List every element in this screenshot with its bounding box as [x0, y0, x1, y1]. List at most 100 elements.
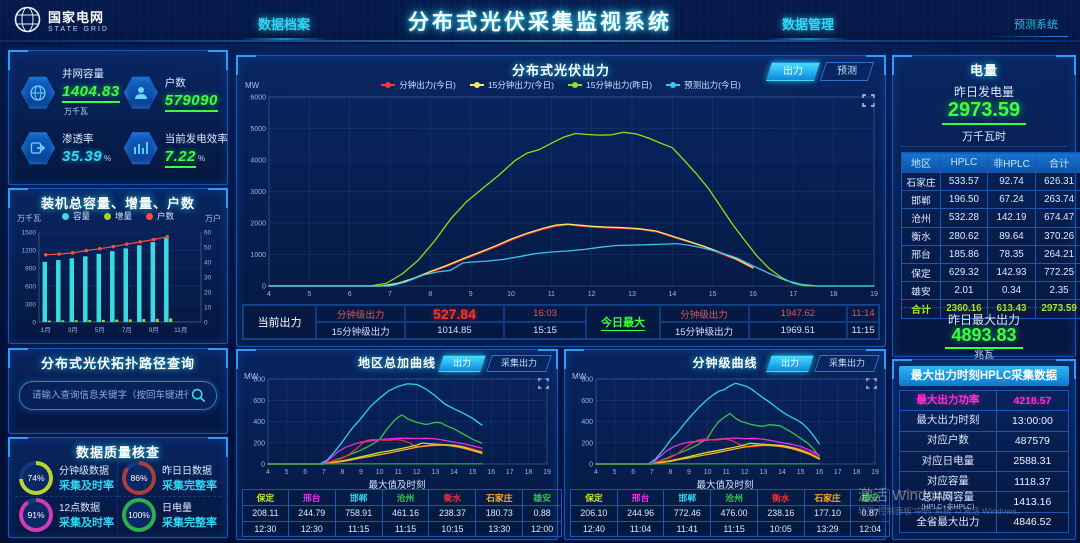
table-cell: 92.74 — [986, 171, 1037, 192]
legend-item[interactable]: 预测出力(今日) — [666, 79, 741, 91]
stat-value: 579090 — [164, 92, 218, 113]
forecast-system-link[interactable]: 预测系统 — [984, 16, 1068, 37]
svg-text:0: 0 — [204, 320, 208, 327]
svg-text:7月: 7月 — [122, 326, 132, 334]
divider — [901, 307, 1067, 308]
collect-output-tab-button[interactable]: 采集出力 — [814, 355, 880, 372]
svg-text:16: 16 — [749, 291, 757, 298]
svg-text:12: 12 — [413, 469, 421, 476]
svg-text:10: 10 — [204, 305, 212, 312]
svg-text:13: 13 — [760, 469, 768, 476]
table-header-row: 保定 邢台 邯郸 沧州 衡水 石家庄 雄安 — [570, 489, 890, 506]
fullscreen-icon[interactable] — [866, 378, 877, 389]
installed-capacity-panel: 装机总容量、增量、户数 容量 增量 户数 万千瓦 万户 0 300 600 900 1200… — [8, 188, 228, 344]
fullscreen-icon[interactable] — [538, 378, 549, 389]
table-cell: 674.47 — [1035, 208, 1080, 228]
max-time-cell: 12:00 — [522, 520, 562, 537]
yesterday-energy-unit: 万千瓦时 — [962, 131, 1006, 143]
max-time-cell: 13:29 — [803, 520, 852, 537]
svg-text:4000: 4000 — [250, 158, 266, 165]
column-header: 邯郸 — [663, 489, 712, 506]
hplc-row: 对应户数 487579 — [899, 431, 1069, 452]
quality-metric-label: 日电量 — [162, 503, 192, 515]
table-cell: 邢台 — [900, 244, 942, 264]
header-bar: 国家电网 STATE GRID 数据档案 分布式光伏采集监视系统 数据管理 预测… — [0, 0, 1080, 44]
legend-item[interactable]: 15分钟出力(今日) — [469, 79, 554, 91]
table-cell: 合计 — [900, 299, 942, 319]
search-icon[interactable] — [191, 388, 206, 403]
svg-text:0: 0 — [262, 284, 266, 291]
nav-data-management[interactable]: 数据管理 — [763, 14, 853, 40]
svg-text:18: 18 — [853, 469, 861, 476]
gauge-value: 91% — [23, 501, 49, 528]
installed-capacity-legend: 容量 增量 户数 — [9, 210, 227, 222]
search-input[interactable] — [30, 389, 191, 402]
column-header: HPLC — [940, 152, 988, 173]
topology-search-panel: 分布式光伏拓扑路径查询 — [8, 348, 228, 434]
gauge-ring: 91% — [19, 497, 53, 532]
header-divider — [0, 40, 1080, 42]
minute-buttons: 出力 采集出力 — [766, 355, 880, 372]
column-header: 石家庄 — [475, 489, 524, 506]
yesterday-max-label: 昨日最大出力 — [947, 313, 1020, 327]
svg-text:0: 0 — [589, 462, 593, 469]
column-header: 衡水 — [428, 489, 477, 506]
hplc-row-value: 487579 — [1014, 435, 1050, 448]
table-cell: 石家庄 — [900, 171, 942, 192]
max-value-cell: 238.37 — [428, 505, 477, 522]
svg-text:16: 16 — [487, 469, 495, 476]
svg-text:600: 600 — [581, 398, 593, 405]
legend-item[interactable]: 分钟出力(今日) — [381, 79, 456, 91]
table-header-row: 地区 HPLC 非HPLC 合计 — [900, 152, 1080, 173]
q15-output-label: 15分钟级出力 — [316, 322, 406, 339]
svg-text:60: 60 — [204, 230, 212, 237]
output-tab-button[interactable]: 出力 — [438, 355, 486, 372]
hplc-row-value: 4218.57 — [1013, 394, 1052, 407]
table-cell: 2973.59 — [1035, 299, 1080, 319]
legend-item[interactable]: 15分钟出力(昨日) — [568, 79, 652, 91]
column-header: 保定 — [242, 489, 289, 506]
legend-item[interactable]: 增量 — [103, 210, 132, 222]
fullscreen-icon[interactable] — [862, 94, 875, 107]
svg-text:0: 0 — [261, 462, 265, 469]
table-row: 12:40 11:04 11:41 11:15 10:05 13:29 12:04 — [570, 520, 890, 537]
table-row: 206.10 244.96 772.46 476.00 238.16 177.10 0.87 — [570, 505, 890, 522]
state-grid-logo-icon — [14, 6, 41, 33]
max-value-cell: 0.88 — [522, 505, 562, 522]
data-quality-panel: 数据质量核查 74% 分钟级数据 采集及时率 86% 昨日日数据 采集完整率 91% 12点数… — [8, 437, 228, 538]
legend-item[interactable]: 容量 — [61, 210, 90, 222]
today-max-label: 今日最大 — [586, 305, 660, 339]
max-time-cell: 11:15 — [334, 520, 383, 537]
svg-text:400: 400 — [581, 419, 593, 426]
column-header: 地区 — [900, 152, 942, 173]
svg-text:18: 18 — [525, 469, 533, 476]
quality-metric-type: 采集完整率 — [162, 480, 217, 493]
max-value-cell: 177.10 — [803, 505, 852, 522]
nav-data-archive[interactable]: 数据档案 — [239, 14, 329, 40]
table-cell: 保定 — [900, 262, 942, 283]
stat-unit: % — [197, 153, 206, 163]
stat-label: 户数 — [164, 77, 186, 90]
column-header: 雄安 — [522, 489, 562, 506]
max-time-cell: 11:15 — [381, 520, 430, 537]
stat-label: 并网容量 — [62, 68, 104, 81]
table-cell: 78.35 — [986, 244, 1037, 264]
svg-text:13: 13 — [628, 291, 636, 298]
quality-item: 74% 分钟级数据 采集及时率 — [15, 460, 118, 497]
output-tab-button[interactable]: 出力 — [766, 355, 814, 372]
topology-search-title: 分布式光伏拓扑路径查询 — [40, 356, 195, 371]
max-q15-value: 1969.51 — [748, 322, 848, 339]
legend-item[interactable]: 户数 — [146, 210, 174, 222]
svg-text:600: 600 — [25, 284, 36, 291]
max-minute-label: 分钟级出力 — [659, 305, 749, 322]
svg-text:11: 11 — [395, 469, 402, 476]
collect-output-tab-button[interactable]: 采集出力 — [486, 355, 552, 372]
table-cell: 185.86 — [940, 244, 988, 264]
hplc-row-value: 1413.16 — [1013, 496, 1052, 509]
legend-label: 15分钟出力(今日) — [487, 80, 554, 90]
svg-text:40: 40 — [204, 260, 212, 267]
hplc-row: 最大出力功率 4218.57 — [899, 390, 1069, 412]
y-axis-unit: MW — [572, 372, 587, 381]
svg-text:5月: 5月 — [95, 326, 105, 334]
